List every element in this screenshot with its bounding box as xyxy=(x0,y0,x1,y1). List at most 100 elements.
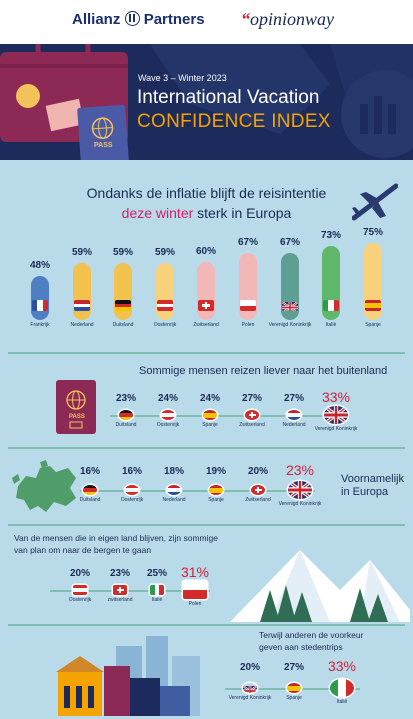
flag-icon xyxy=(245,410,259,420)
brand-suffix: Partners xyxy=(143,11,205,28)
flag-icon xyxy=(240,300,256,311)
chart-category-label: Duitsland xyxy=(112,322,134,328)
chart-value-label: 18% xyxy=(163,466,184,477)
allianz-partners-logo: Allianz Partners xyxy=(72,11,205,28)
flag-icon xyxy=(119,410,133,420)
chart-category-label: Verenigd Koninkrijk xyxy=(278,501,322,507)
chart-pill xyxy=(31,276,49,320)
section-mountains-title-2: van plan om naar de bergen te gaan xyxy=(14,545,152,555)
chart-category-label: Polen xyxy=(241,322,255,328)
divider-2 xyxy=(8,447,405,449)
flag-icon xyxy=(113,585,127,595)
section-city-title-1: Terwijl anderen de voorkeur xyxy=(259,630,364,640)
chart-value-label: 27% xyxy=(241,393,262,404)
brand-emblem-icon xyxy=(124,11,140,26)
flag-icon xyxy=(209,485,223,495)
chart-value-label: 67% xyxy=(237,237,258,249)
passport-icon-label: PASS xyxy=(69,414,85,420)
chart-category-label: Nederland xyxy=(70,322,94,328)
flag-icon xyxy=(203,410,217,420)
page-title: International Vacation xyxy=(137,87,320,108)
chart-value-label: 25% xyxy=(146,568,167,579)
chart-value-label: 60% xyxy=(195,245,216,257)
flag-icon xyxy=(150,585,164,595)
chart-category-label: Oostenrijk xyxy=(156,422,180,428)
flag-icon xyxy=(115,300,131,311)
chart-category-label: Polen xyxy=(188,601,202,607)
flag-icon xyxy=(74,300,90,311)
headline-line2: deze winter sterk in Europa xyxy=(0,205,413,221)
chart-value-label: 24% xyxy=(157,393,178,404)
chart-category-label: Spanje xyxy=(365,322,381,328)
brand-name: Allianz xyxy=(72,11,121,28)
chart-category-label: Zwitserland xyxy=(193,322,219,328)
section-abroad-title: Sommige mensen reizen liever naar het bu… xyxy=(139,365,388,377)
chart-category-label: Oostenrijk xyxy=(120,497,144,503)
chart-category-label: Duitsland xyxy=(79,497,101,503)
headline-line1: Ondanks de inflatie blijft de reisintent… xyxy=(86,185,327,201)
flag-icon xyxy=(324,406,348,424)
flag-icon xyxy=(83,485,97,495)
partner-name: opinionway xyxy=(250,9,334,29)
flag-icon xyxy=(32,300,48,311)
chart-value-label: 59% xyxy=(71,246,92,258)
flag-icon xyxy=(287,683,301,693)
hero-banner: PASS xyxy=(0,44,413,160)
chart-pill xyxy=(197,261,215,320)
flag-icon xyxy=(73,585,87,595)
chart-category-label: Italië xyxy=(336,699,348,705)
chart-category-label: Nederland xyxy=(282,422,306,428)
chart-category-label: Zwitserland xyxy=(239,422,265,428)
chart-category-label: Italië xyxy=(325,322,337,328)
flag-icon xyxy=(198,300,214,311)
section-europe-title-2: in Europa xyxy=(341,486,389,498)
chart-value-label: 75% xyxy=(362,227,383,239)
chart-baseline xyxy=(110,415,350,417)
flag-icon xyxy=(282,300,298,311)
chart-value-label: 24% xyxy=(199,393,220,404)
content-background xyxy=(0,160,413,719)
chart-value-label: 20% xyxy=(247,466,268,477)
chart-value-label: 20% xyxy=(239,662,260,673)
mountains-illustration xyxy=(230,550,410,622)
headline-rest: sterk in Europa xyxy=(193,205,292,221)
chart-category-label: zwitserland xyxy=(107,597,133,603)
chart-value-label: 33% xyxy=(321,389,351,405)
chart-value-label: 16% xyxy=(79,466,100,477)
flag-icon xyxy=(287,410,301,420)
flag-icon xyxy=(157,300,173,311)
airplane-icon xyxy=(352,183,398,221)
chart-category-label: Verenigd Koninkrijk xyxy=(228,695,272,701)
divider-4 xyxy=(8,624,405,626)
flag-icon xyxy=(288,481,312,499)
chart-category-label: Oostenrijk xyxy=(153,322,177,328)
section-city-title-2: geven aan stedentrips xyxy=(259,642,343,652)
chart-category-label: Oostenrijk xyxy=(68,597,92,603)
section-europe-title-1: Voornamelijk xyxy=(341,473,404,485)
chart-category-label: Verenigd Koninkrijk xyxy=(314,426,358,432)
flag-icon xyxy=(125,485,139,495)
flag-icon xyxy=(161,410,175,420)
hero-illustration xyxy=(0,44,413,160)
top-bar xyxy=(0,0,413,44)
chart-value-label: 23% xyxy=(109,568,130,579)
passport-icon xyxy=(56,380,96,434)
section-mountains-title-1: Van de mensen die in eigen land blijven,… xyxy=(14,533,218,543)
passport-label: PASS xyxy=(94,142,113,149)
chart-category-label: Zwitserland xyxy=(245,497,271,503)
chart-value-label: 67% xyxy=(279,237,300,249)
flag-icon xyxy=(323,300,339,311)
chart-category-label: Italië xyxy=(151,597,163,603)
flag-icon xyxy=(183,581,207,599)
city-illustration xyxy=(56,636,200,716)
divider-3 xyxy=(8,524,405,526)
chart-baseline xyxy=(80,490,315,492)
chart-value-label: 27% xyxy=(283,662,304,673)
chart-category-label: Spanje xyxy=(286,695,302,701)
chart-value-label: 23% xyxy=(115,393,136,404)
chart-category-label: Spanje xyxy=(208,497,224,503)
chart-pill xyxy=(73,262,91,320)
chart-category-label: Verenigd Koninkrijk xyxy=(268,322,312,328)
divider-1 xyxy=(8,352,405,354)
chart-value-label: 73% xyxy=(320,229,341,241)
